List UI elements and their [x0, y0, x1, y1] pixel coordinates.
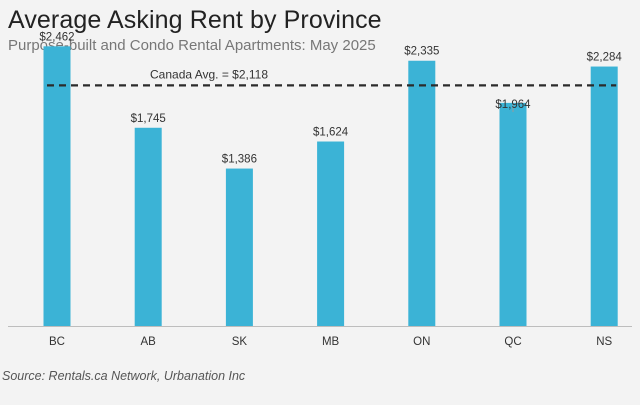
tick-label-sk: SK — [232, 336, 248, 348]
tick-label-qc: QC — [504, 336, 521, 348]
chart-title: Average Asking Rent by Province — [8, 6, 382, 34]
value-label-ns: $2,284 — [587, 52, 623, 64]
tick-label-bc: BC — [49, 336, 65, 348]
tick-label-on: ON — [413, 336, 430, 348]
bar-mb — [317, 141, 345, 326]
value-label-sk: $1,386 — [222, 154, 257, 166]
source-note: Source: Rentals.ca Network, Urbanation I… — [2, 369, 246, 383]
bar-on — [408, 60, 436, 327]
value-label-on: $2,335 — [404, 46, 439, 58]
value-label-qc: $1,964 — [495, 99, 531, 111]
tick-label-ab: AB — [141, 336, 157, 348]
bar-ns — [590, 66, 618, 326]
bar-bc — [43, 46, 71, 326]
chart-subtitle: Purpose-built and Condo Rental Apartment… — [8, 37, 376, 54]
tick-label-mb: MB — [322, 336, 340, 348]
value-label-bc: $2,462 — [39, 31, 74, 43]
bar-qc — [499, 102, 527, 326]
bar-sk — [225, 168, 253, 326]
tick-label-ns: NS — [596, 336, 612, 348]
value-label-mb: $1,624 — [313, 127, 349, 139]
value-label-ab: $1,745 — [131, 113, 166, 125]
bar-ab — [134, 127, 162, 326]
canada-average-label: Canada Avg. = $2,118 — [150, 67, 268, 81]
